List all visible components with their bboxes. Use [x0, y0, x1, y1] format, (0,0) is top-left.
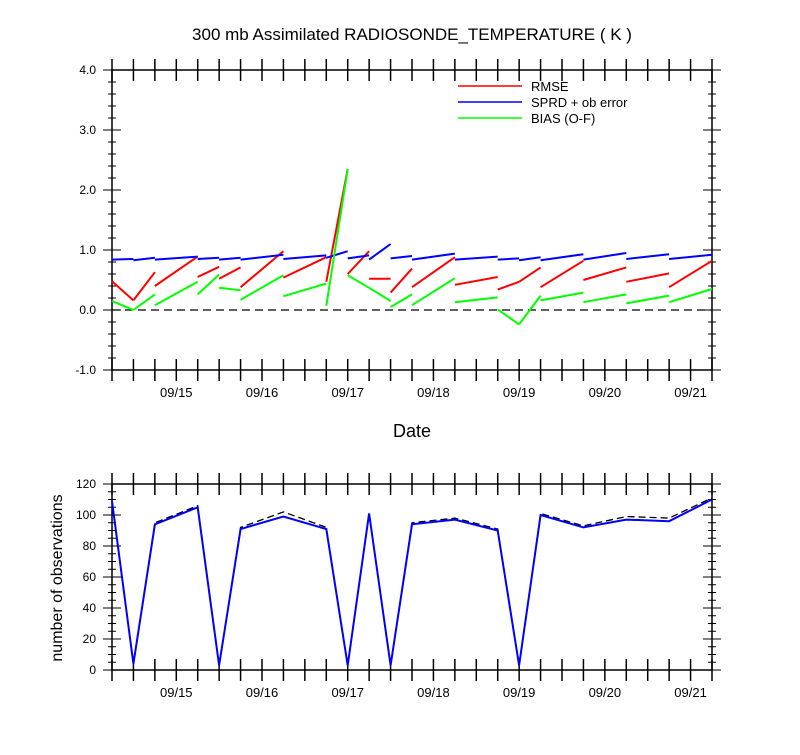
- series-segment: [389, 267, 413, 294]
- bottom-y-tick-label: 20: [83, 632, 97, 646]
- series-rmse: [111, 168, 713, 302]
- series-segment: [454, 276, 498, 286]
- series-segment: [240, 253, 284, 261]
- y-axis-label-observations: number of observations: [49, 494, 66, 661]
- series-segment: [282, 256, 327, 279]
- series-segment: [497, 257, 520, 261]
- series-segment: [411, 256, 456, 289]
- bottom-x-tick-label: 09/20: [589, 685, 622, 700]
- legend-label: SPRD + ob error: [531, 95, 628, 110]
- series-sprd-ob-error: [111, 243, 713, 262]
- series-segment: [411, 277, 456, 307]
- series-segment: [518, 256, 541, 262]
- series-segment: [111, 258, 134, 261]
- bottom-x-tick-label: 09/16: [246, 685, 279, 700]
- top-x-tick-label: 09/20: [589, 385, 622, 400]
- series-segment: [540, 291, 584, 302]
- bottom-x-tick-label: 09/19: [503, 685, 536, 700]
- x-axis-label: Date: [393, 421, 431, 441]
- series-segment: [583, 266, 627, 281]
- series-segment: [347, 274, 370, 289]
- series-segment: [626, 294, 670, 305]
- series-segment: [218, 266, 242, 280]
- series-segment: [111, 280, 135, 302]
- series-segment: [368, 286, 392, 302]
- top-x-tick-label: 09/17: [331, 385, 364, 400]
- series-segment: [626, 272, 670, 283]
- legend-label: RMSE: [531, 79, 569, 94]
- series-segment: [669, 253, 713, 260]
- series-segment: [668, 259, 713, 289]
- series-segment: [133, 256, 156, 262]
- legend-label: BIAS (O-F): [531, 111, 595, 126]
- series-segment: [497, 308, 520, 326]
- bottom-y-tick-label: 60: [83, 570, 97, 584]
- top-x-tick-label: 09/21: [674, 385, 707, 400]
- bottom-plot-panel: 0 20 40 60 80 100 120 09/15 09/16 09/17 09/18 09/19…: [76, 473, 721, 700]
- series-segment: [218, 286, 241, 292]
- series-segment: [197, 273, 220, 296]
- series-segment: [518, 266, 542, 283]
- series-segment: [132, 293, 156, 311]
- bottom-y-tick-label: 120: [76, 477, 96, 491]
- series-segment: [454, 296, 498, 304]
- top-y-tick-label: 2.0: [79, 183, 96, 197]
- series-segment: [626, 253, 670, 260]
- series-segment: [197, 256, 220, 260]
- series-segment: [668, 288, 713, 304]
- series-segment: [325, 168, 349, 306]
- bottom-y-tick-label: 100: [76, 508, 96, 522]
- top-plot-panel: -1.0 0.0 1.0 2.0 3.0 4.0 09/15 09/16 09/17 09/18 0…: [75, 59, 721, 400]
- series-segment: [326, 250, 348, 259]
- series-segment: [518, 295, 542, 325]
- top-x-tick-label: 09/15: [160, 385, 193, 400]
- series-segment: [219, 256, 241, 261]
- series-segment: [411, 252, 456, 261]
- bottom-x-tick-label: 09/15: [160, 685, 193, 700]
- observation-series-line: [111, 497, 713, 666]
- top-y-tick-label: -1.0: [75, 363, 96, 377]
- series-segment: [154, 255, 198, 261]
- series-segment: [132, 271, 156, 302]
- top-y-tick-label: 4.0: [79, 63, 96, 77]
- series-segment: [239, 250, 285, 288]
- top-x-tick-label: 09/18: [417, 385, 450, 400]
- top-y-tick-label: 1.0: [79, 243, 96, 257]
- series-segment: [347, 254, 370, 260]
- series-segment: [197, 265, 220, 278]
- bottom-y-tick-label: 80: [83, 539, 97, 553]
- series-segment: [583, 252, 627, 261]
- series-segment: [583, 293, 627, 304]
- series-segment: [283, 254, 327, 260]
- bottom-x-tick-label: 09/17: [331, 685, 364, 700]
- top-x-tick-label: 09/19: [503, 385, 536, 400]
- bottom-y-tick-label: 40: [83, 601, 97, 615]
- series-segment: [390, 255, 413, 260]
- series-segment: [154, 280, 199, 307]
- chart-title: 300 mb Assimilated RADIOSONDE_TEMPERATUR…: [192, 25, 632, 44]
- series-segment: [154, 255, 199, 287]
- bottom-y-tick-label: 0: [89, 663, 96, 677]
- series-segment: [390, 293, 413, 308]
- series-segment: [283, 282, 327, 298]
- series-bias-o-f: [111, 168, 713, 326]
- series-segment: [540, 253, 584, 262]
- bottom-plot-frame: [111, 483, 713, 671]
- series-segment: [497, 280, 520, 291]
- series-segment: [368, 243, 392, 261]
- bottom-x-tick-label: 09/21: [674, 685, 707, 700]
- top-x-tick-label: 09/16: [246, 385, 279, 400]
- top-plot-frame: [111, 69, 713, 371]
- bottom-x-tick-label: 09/18: [417, 685, 450, 700]
- observation-series-line: [111, 498, 713, 666]
- series-segment: [346, 250, 370, 275]
- series-segment: [540, 259, 584, 289]
- series-segment: [111, 300, 134, 311]
- series-segment: [240, 274, 284, 301]
- series-segment: [454, 255, 498, 261]
- top-y-tick-label: 0.0: [79, 303, 96, 317]
- top-y-tick-label: 3.0: [79, 123, 96, 137]
